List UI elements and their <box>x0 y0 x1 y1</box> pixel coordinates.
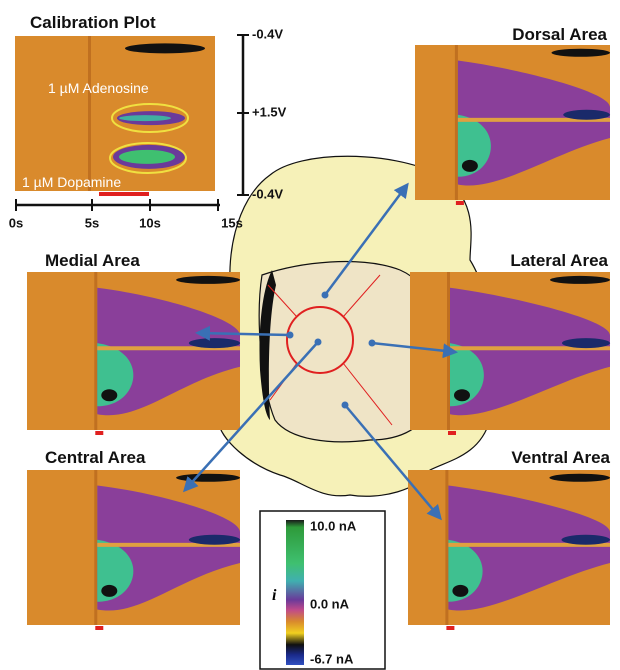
color-plot <box>27 470 240 630</box>
colorbar-label: -6.7 nA <box>310 651 354 666</box>
color-plot <box>408 470 610 630</box>
panel-title: Lateral Area <box>510 251 608 270</box>
panel-title: Dorsal Area <box>512 25 607 44</box>
time-label: 10s <box>139 215 161 230</box>
time-label: 0s <box>9 215 23 230</box>
panel-title: Medial Area <box>45 251 140 270</box>
potential-label: +1.5V <box>252 104 287 119</box>
panel-title: Ventral Area <box>511 448 610 467</box>
calibration-title: Calibration Plot <box>30 13 156 32</box>
colorbar-label: 0.0 nA <box>310 596 350 611</box>
panel-title: Central Area <box>45 448 146 467</box>
color-plot <box>27 272 240 435</box>
color-plot <box>410 272 610 435</box>
figure: Calibration Plot 1 µM Adenosine 1 µM Dop… <box>0 0 620 670</box>
annotation: 1 µM Dopamine <box>22 174 121 190</box>
annotation: 1 µM Adenosine <box>48 80 149 96</box>
potential-label: -0.4V <box>252 186 283 201</box>
colorbar: i 10.0 nA 0.0 nA -6.7 nA <box>260 511 385 669</box>
colorbar-symbol: i <box>272 587 277 604</box>
time-label: 5s <box>85 215 99 230</box>
colorbar-label: 10.0 nA <box>310 518 357 533</box>
potential-label: -0.4V <box>252 26 283 41</box>
time-label: 15s <box>221 215 243 230</box>
color-plot <box>15 36 215 196</box>
color-plot <box>415 45 610 205</box>
